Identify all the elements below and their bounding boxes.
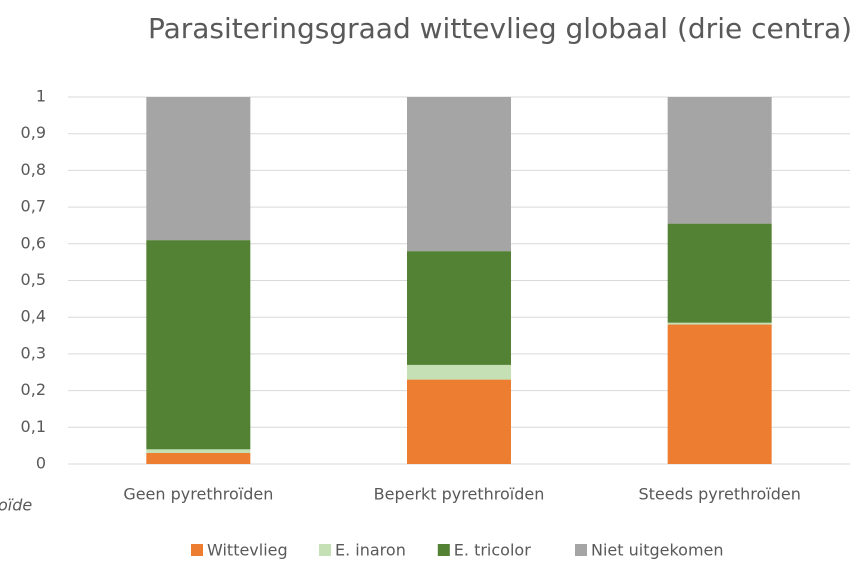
legend-swatch xyxy=(575,544,587,556)
y-tick-label: 0,9 xyxy=(21,123,46,142)
bar-segment xyxy=(667,97,772,224)
legend-swatch xyxy=(437,544,450,556)
y-tick-label: 0,1 xyxy=(21,417,46,436)
bar-segment xyxy=(407,379,511,464)
bar-segment xyxy=(146,240,251,450)
y-tick-label: 0,5 xyxy=(21,270,46,289)
y-tick-label: 0 xyxy=(36,454,46,473)
y-tick-label: 0,4 xyxy=(21,307,46,326)
legend-label: Wittevlieg xyxy=(207,541,288,560)
bar-segment xyxy=(146,449,251,453)
chart-title: Parasiteringsgraad wittevlieg globaal (d… xyxy=(147,12,850,45)
annotation: oïde xyxy=(0,496,32,515)
legend-label: E. tricolor xyxy=(454,541,531,560)
bar-segment xyxy=(407,364,511,380)
bar-segment xyxy=(407,251,511,365)
y-tick-label: 0,7 xyxy=(21,197,46,216)
bar-segment xyxy=(146,97,251,241)
x-tick-label: Beperkt pyrethroïden xyxy=(374,485,545,504)
y-tick-label: 0,6 xyxy=(21,233,46,252)
bar-segment xyxy=(667,223,772,323)
legend-swatch xyxy=(319,544,331,556)
y-tick-label: 0,2 xyxy=(21,380,46,399)
legend-label: Niet uitgekomen xyxy=(591,541,724,560)
bar-segment xyxy=(146,452,251,464)
y-tick-label: 0,8 xyxy=(21,160,46,179)
legend-label: E. inaron xyxy=(335,541,406,560)
x-tick-label: Steeds pyrethroïden xyxy=(638,485,800,504)
bar-segment xyxy=(667,324,772,464)
y-tick-label: 0,3 xyxy=(21,343,46,362)
y-tick-label: 1 xyxy=(36,87,46,106)
bar-segment xyxy=(407,97,511,252)
x-tick-label: Geen pyrethroïden xyxy=(123,485,273,504)
legend-swatch xyxy=(191,544,203,556)
bar-segment xyxy=(667,322,772,325)
